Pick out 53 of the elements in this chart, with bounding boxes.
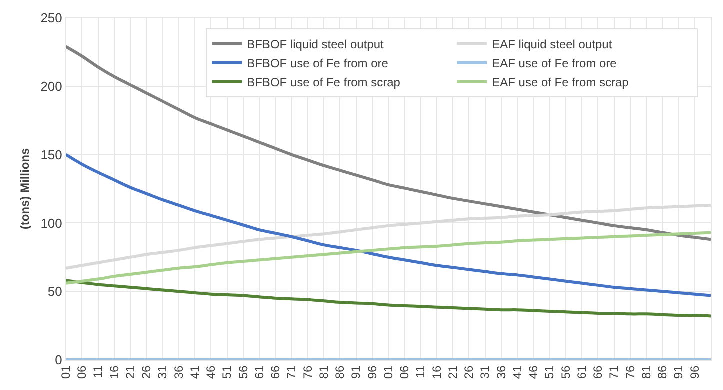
- x-tick-label: 11: [414, 365, 428, 378]
- x-tick-label: 31: [478, 365, 492, 380]
- x-tick-label: 76: [300, 365, 315, 380]
- x-tick-label: 16: [107, 365, 122, 380]
- x-tick-label: 16: [430, 365, 444, 380]
- legend-label: EAF use of Fe from ore: [492, 56, 618, 70]
- x-tick-label: 86: [656, 365, 670, 380]
- x-tick-label: 46: [526, 365, 541, 380]
- y-tick-label: 150: [40, 147, 62, 162]
- x-tick-label: 81: [639, 365, 654, 380]
- x-tick-label: 56: [558, 365, 573, 380]
- x-tick-label: 46: [204, 365, 218, 380]
- legend-label: EAF liquid steel output: [492, 37, 613, 52]
- x-tick-label: 51: [542, 365, 557, 380]
- x-tick-label: 66: [591, 365, 606, 380]
- y-axis-title: (tons) Millions: [18, 148, 32, 230]
- x-tick-label: 21: [123, 365, 138, 380]
- legend-label: BFBOF liquid steel output: [247, 37, 384, 52]
- x-tick-label: 11: [91, 365, 106, 378]
- x-tick-label: 36: [172, 365, 186, 380]
- x-tick-label: 01: [58, 365, 73, 380]
- x-tick-label: 41: [510, 365, 524, 380]
- x-tick-label: 26: [140, 365, 154, 380]
- x-tick-label: 81: [316, 365, 331, 380]
- legend-label: EAF use of Fe from scrap: [492, 75, 630, 90]
- x-tick-label: 36: [494, 365, 508, 380]
- x-tick-label: 31: [156, 365, 170, 380]
- x-tick-label: 71: [284, 365, 299, 380]
- x-tick-label: 96: [688, 365, 702, 380]
- x-tick-label: 26: [462, 365, 476, 380]
- x-tick-label: 76: [623, 365, 638, 380]
- x-tick-label: 86: [333, 365, 348, 380]
- legend-label: BFBOF use of Fe from ore: [247, 56, 389, 70]
- x-tick-label: 91: [349, 365, 364, 380]
- y-tick-label: 0: [55, 352, 62, 368]
- x-tick-label: 56: [236, 365, 250, 380]
- x-tick-label: 66: [268, 365, 283, 380]
- x-tick-label: 01: [381, 365, 396, 380]
- legend-label: BFBOF use of Fe from scrap: [247, 75, 401, 90]
- x-tick-label: 96: [365, 365, 380, 380]
- x-tick-label: 61: [252, 365, 266, 380]
- x-tick-label: 06: [75, 365, 90, 380]
- y-tick-label: 100: [40, 216, 62, 231]
- x-tick-label: 61: [574, 365, 589, 380]
- y-tick-label: 50: [48, 284, 62, 300]
- x-tick-label: 71: [607, 365, 622, 380]
- x-tick-label: 41: [188, 365, 202, 380]
- x-tick-label: 51: [220, 365, 234, 380]
- x-tick-label: 21: [446, 365, 460, 380]
- x-tick-label: 91: [672, 365, 686, 380]
- x-tick-label: 06: [398, 365, 412, 380]
- y-tick-label: 250: [40, 10, 62, 26]
- y-tick-label: 200: [40, 78, 62, 94]
